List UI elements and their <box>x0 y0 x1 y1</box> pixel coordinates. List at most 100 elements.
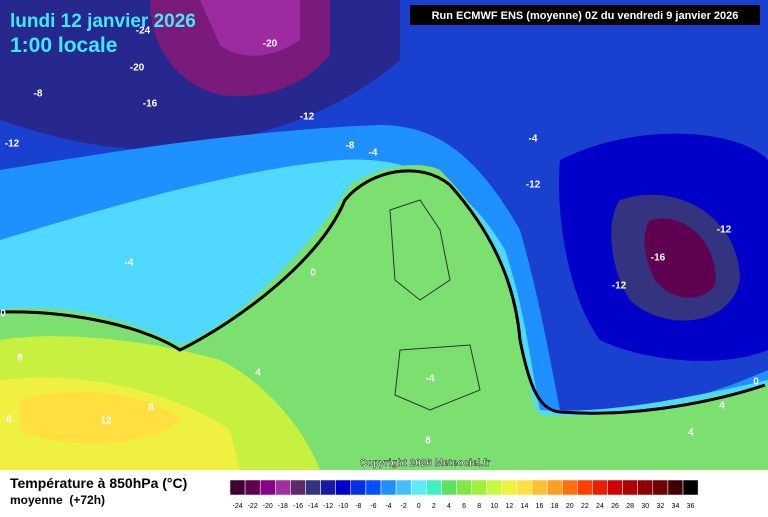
contour-label: -12 <box>5 139 20 150</box>
scale-swatch <box>607 479 623 496</box>
scale-label: -10 <box>338 503 348 510</box>
scale-label: 0 <box>417 503 421 510</box>
scale-label: 22 <box>581 503 589 510</box>
scale-label: 28 <box>626 503 634 510</box>
contour-label: -12 <box>526 180 541 191</box>
scale-label: 6 <box>462 503 466 510</box>
color-scale: -24 -22 -20 -18 -16 -14 -12 -10 -8 -6 -4 -2 0 2 4 6 8 10 1… <box>229 479 699 510</box>
scale-swatch <box>426 479 442 496</box>
contour-label: -20 <box>130 63 145 74</box>
scale-label: -8 <box>355 503 361 510</box>
contour-label: -4 <box>426 374 435 385</box>
scale-label: -18 <box>278 503 288 510</box>
contour-label: -12 <box>612 281 627 292</box>
contour-label: -20 <box>263 39 278 50</box>
contour-label: -4 <box>369 148 378 159</box>
scale-label: -22 <box>248 503 258 510</box>
scale-label: 36 <box>687 503 695 510</box>
contour-label: -8 <box>346 141 355 152</box>
scale-swatch <box>501 479 518 496</box>
scale-swatch <box>561 479 578 496</box>
contour-label: 8 <box>17 353 23 364</box>
scale-label: 26 <box>611 503 619 510</box>
contour-label: 4 <box>688 428 694 439</box>
scale-swatch <box>365 479 382 496</box>
scale-label: -16 <box>293 503 303 510</box>
contour-label: 0 <box>0 309 6 320</box>
contour-label: 8 <box>148 403 154 414</box>
scale-label: 34 <box>672 503 680 510</box>
scale-swatch <box>259 479 276 496</box>
scale-label: -14 <box>308 503 318 510</box>
scale-swatch <box>305 479 321 496</box>
contour-label: -12 <box>717 225 732 236</box>
legend-title: Température à 850hPa (°C) <box>10 475 187 491</box>
legend-subtitle: moyenne (+72h) <box>10 493 105 507</box>
scale-swatch <box>456 479 472 496</box>
scale-label: -2 <box>401 503 407 510</box>
scale-label: 10 <box>490 503 498 510</box>
scale-swatch <box>592 479 608 496</box>
scale-swatch <box>380 479 397 496</box>
contour-label: 4 <box>719 401 725 412</box>
scale-label: -6 <box>370 503 376 510</box>
contour-label: -4 <box>125 258 134 269</box>
contour-label: -8 <box>34 89 43 100</box>
scale-label: 20 <box>566 503 574 510</box>
map-time: 1:00 locale <box>10 34 117 57</box>
map <box>0 0 768 470</box>
scale-label: 12 <box>505 503 513 510</box>
scale-label: -24 <box>232 503 242 510</box>
scale-label: 30 <box>641 503 649 510</box>
scale-swatch <box>667 479 684 496</box>
scale-swatch <box>410 479 427 496</box>
contour-label: -16 <box>143 99 158 110</box>
scale-label: 24 <box>596 503 604 510</box>
scale-swatch <box>471 479 487 496</box>
contour-label: -16 <box>651 253 666 264</box>
contour-label: 0 <box>310 268 316 279</box>
copyright: Copyright 2026 Meteociel.fr <box>360 458 491 469</box>
scale-label: 8 <box>477 503 481 510</box>
scale-label: 2 <box>432 503 436 510</box>
scale-swatch <box>229 479 246 496</box>
scale-label: -12 <box>323 503 333 510</box>
contour-label: 0 <box>753 377 759 388</box>
scale-swatch <box>441 479 457 496</box>
contour-label: -24 <box>136 26 151 37</box>
scale-swatch <box>244 479 261 496</box>
scale-swatch <box>320 479 336 496</box>
scale-label: -20 <box>263 503 273 510</box>
scale-label: 4 <box>447 503 451 510</box>
contour-labels: -24 -20 -20 -8 -16 -12 -12 -8 -4 -4 -12 -12 -16 -4 0 -1… <box>0 26 759 447</box>
scale-label: 16 <box>536 503 544 510</box>
scale-swatch <box>335 479 352 496</box>
scale-label: 14 <box>521 503 529 510</box>
scale-label: -4 <box>385 503 391 510</box>
scale-swatch <box>275 479 291 496</box>
contour-label: 12 <box>100 416 112 427</box>
scale-swatch <box>350 479 367 496</box>
scale-swatch <box>395 479 412 496</box>
scale-swatch <box>546 479 563 496</box>
scale-label: 32 <box>656 503 664 510</box>
run-box <box>410 5 760 25</box>
scale-swatch <box>486 479 503 496</box>
map-date: lundi 12 janvier 2026 <box>10 11 196 32</box>
contour-label: 8 <box>425 436 431 447</box>
scale-swatch <box>682 479 699 496</box>
scale-swatch <box>637 479 654 496</box>
scale-swatch <box>290 479 306 496</box>
scale-label: 18 <box>551 503 559 510</box>
contour-label: -4 <box>529 134 538 145</box>
scale-swatch <box>577 479 593 496</box>
contour-label: 4 <box>255 368 261 379</box>
scale-swatch <box>516 479 533 496</box>
scale-swatch <box>652 479 669 496</box>
scale-swatch <box>622 479 638 496</box>
contour-label: 8 <box>6 415 12 426</box>
scale-swatch <box>531 479 548 496</box>
contour-label: -12 <box>300 112 315 123</box>
run-info: Run ECMWF ENS (moyenne) 0Z du vendredi 9… <box>432 10 739 22</box>
